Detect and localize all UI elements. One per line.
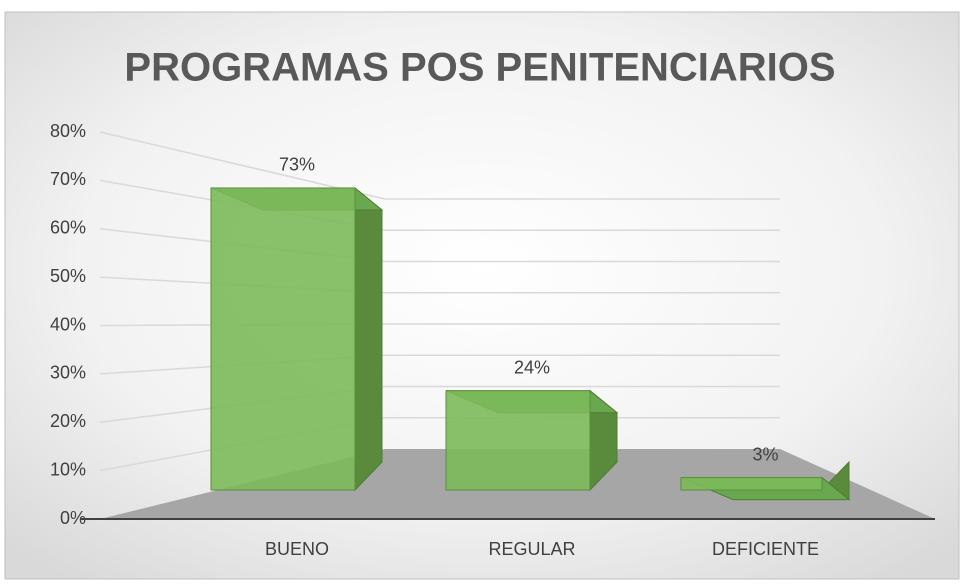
y-tick-label: 70% <box>50 169 86 189</box>
y-tick-label: 0% <box>60 508 86 528</box>
data-label: 3% <box>752 444 778 464</box>
data-label: 24% <box>514 357 550 377</box>
grid-line <box>99 179 780 231</box>
y-tick-label: 50% <box>50 266 86 286</box>
grid-line <box>99 385 780 423</box>
grid-line <box>99 354 780 375</box>
y-tick-label: 40% <box>50 314 86 334</box>
y-tick-label: 60% <box>50 218 86 238</box>
grid-line <box>99 131 780 200</box>
y-tick-label: 80% <box>50 121 86 141</box>
grid-line <box>99 276 780 294</box>
bar <box>210 187 356 491</box>
y-tick-label: 30% <box>50 363 86 383</box>
grid-line <box>99 228 780 263</box>
x-tick-label: BUENO <box>265 539 329 559</box>
x-tick-label: REGULAR <box>488 539 575 559</box>
y-tick-label: 10% <box>50 459 86 479</box>
bar <box>445 390 591 491</box>
chart-title: PROGRAMAS POS PENITENCIARIOS <box>124 46 835 90</box>
x-tick-label: DEFICIENTE <box>712 539 819 559</box>
grid-line <box>99 417 780 472</box>
bar <box>680 477 823 491</box>
y-tick-label: 20% <box>50 411 86 431</box>
bar-side <box>354 186 383 492</box>
data-label: 73% <box>279 155 315 175</box>
grid-line <box>99 323 780 327</box>
